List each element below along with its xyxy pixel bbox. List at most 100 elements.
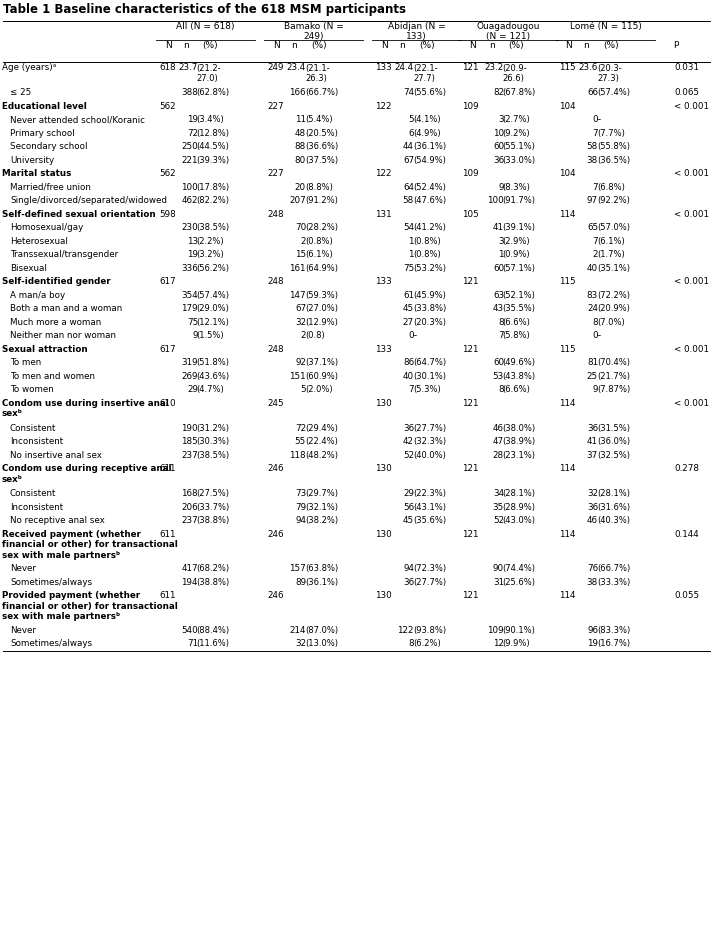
Text: 462: 462 [181,197,198,205]
Text: 41: 41 [587,437,598,446]
Text: (6.6%): (6.6%) [502,385,530,395]
Text: 29: 29 [187,385,198,395]
Text: 40: 40 [587,264,598,273]
Text: (7.7%): (7.7%) [597,129,625,138]
Text: 131: 131 [375,210,391,219]
Text: (6.8%): (6.8%) [597,183,625,192]
Text: 611: 611 [159,464,176,474]
Text: 32: 32 [587,490,598,498]
Text: (64.9%): (64.9%) [305,264,338,273]
Text: 610: 610 [159,399,176,408]
Text: 63: 63 [493,291,504,300]
Text: 611: 611 [159,530,176,539]
Text: Secondary school: Secondary school [10,143,88,151]
Text: Ouagadougou
(N = 121): Ouagadougou (N = 121) [477,22,540,42]
Text: Bamako (N =
249): Bamako (N = 249) [283,22,343,42]
Text: 97: 97 [587,197,598,205]
Text: 617: 617 [159,345,176,354]
Text: (43.0%): (43.0%) [502,516,535,525]
Text: Educational level: Educational level [2,102,87,111]
Text: 121: 121 [462,64,478,72]
Text: 0: 0 [593,332,598,340]
Text: 7: 7 [593,183,598,192]
Text: 76: 76 [587,564,598,573]
Text: (29.7%): (29.7%) [305,490,338,498]
Text: 206: 206 [181,503,198,512]
Text: 24.4: 24.4 [395,64,414,72]
Text: Inconsistent: Inconsistent [10,503,63,512]
Text: (57.4%): (57.4%) [597,88,630,97]
Text: 5: 5 [408,115,414,125]
Text: (56.2%): (56.2%) [196,264,229,273]
Text: 121: 121 [462,530,478,539]
Text: (38.2%): (38.2%) [305,516,338,525]
Text: (74.4%): (74.4%) [502,564,535,573]
Text: 130: 130 [375,592,392,600]
Text: (48.2%): (48.2%) [305,451,338,460]
Text: 52: 52 [493,516,504,525]
Text: (27.5%): (27.5%) [196,490,229,498]
Text: 58: 58 [587,143,598,151]
Text: (90.1%): (90.1%) [502,626,535,634]
Text: (7.87%): (7.87%) [597,385,630,395]
Text: (38.9%): (38.9%) [502,437,535,446]
Text: (83.3%): (83.3%) [597,626,630,634]
Text: Lomé (N = 115): Lomé (N = 115) [570,22,641,31]
Text: (40.0%): (40.0%) [413,451,446,460]
Text: (52.4%): (52.4%) [413,183,446,192]
Text: 45: 45 [403,304,414,314]
Text: (57.1%): (57.1%) [502,264,535,273]
Text: 354: 354 [181,291,198,300]
Text: (5.8%): (5.8%) [502,332,530,340]
Text: University: University [10,156,54,165]
Text: 55: 55 [295,437,306,446]
Text: 115: 115 [559,345,575,354]
Text: (57.0%): (57.0%) [597,223,630,232]
Text: 611: 611 [159,592,176,600]
Text: 269: 269 [181,372,198,381]
Text: 617: 617 [159,278,176,286]
Text: 79: 79 [295,503,306,512]
Text: (55.8%): (55.8%) [597,143,630,151]
Text: 114: 114 [559,210,575,219]
Text: (92.2%): (92.2%) [597,197,630,205]
Text: 121: 121 [462,464,478,474]
Text: Age (years)ᵃ: Age (years)ᵃ [2,64,56,72]
Text: (0.9%): (0.9%) [502,250,530,260]
Text: 0: 0 [593,115,598,125]
Text: Never: Never [10,626,36,634]
Text: (22.1-
27.7): (22.1- 27.7) [413,64,438,83]
Text: Provided payment (whether
financial or other) for transactional
sex with male pa: Provided payment (whether financial or o… [2,592,178,621]
Text: (37.1%): (37.1%) [305,359,338,367]
Text: 157: 157 [289,564,306,573]
Text: 319: 319 [181,359,198,367]
Text: 562: 562 [159,169,176,179]
Text: 2: 2 [593,250,598,260]
Text: (36.6%): (36.6%) [305,143,338,151]
Text: 121: 121 [462,399,478,408]
Text: (21.7%): (21.7%) [597,372,630,381]
Text: (21.2-
27.0): (21.2- 27.0) [196,64,221,83]
Text: 72: 72 [295,424,306,433]
Text: 104: 104 [559,169,575,179]
Text: 66: 66 [587,88,598,97]
Text: (70.4%): (70.4%) [597,359,630,367]
Text: (55.6%): (55.6%) [413,88,446,97]
Text: (36.0%): (36.0%) [597,437,630,446]
Text: Table 1 Baseline characteristics of the 618 MSM participants: Table 1 Baseline characteristics of the … [3,3,406,16]
Text: Sometimes/always: Sometimes/always [10,578,92,587]
Text: (1.7%): (1.7%) [597,250,625,260]
Text: 9: 9 [193,332,198,340]
Text: P: P [673,41,679,50]
Text: (2.0%): (2.0%) [305,385,333,395]
Text: 32: 32 [295,318,306,327]
Text: Bisexual: Bisexual [10,264,47,273]
Text: (66.7%): (66.7%) [597,564,630,573]
Text: 92: 92 [295,359,306,367]
Text: 7: 7 [593,237,598,246]
Text: (33.8%): (33.8%) [413,304,446,314]
Text: 27: 27 [403,318,414,327]
Text: Condom use during receptive anal
sexᵇ: Condom use during receptive anal sexᵇ [2,464,171,484]
Text: (88.4%): (88.4%) [196,626,229,634]
Text: 20: 20 [295,183,306,192]
